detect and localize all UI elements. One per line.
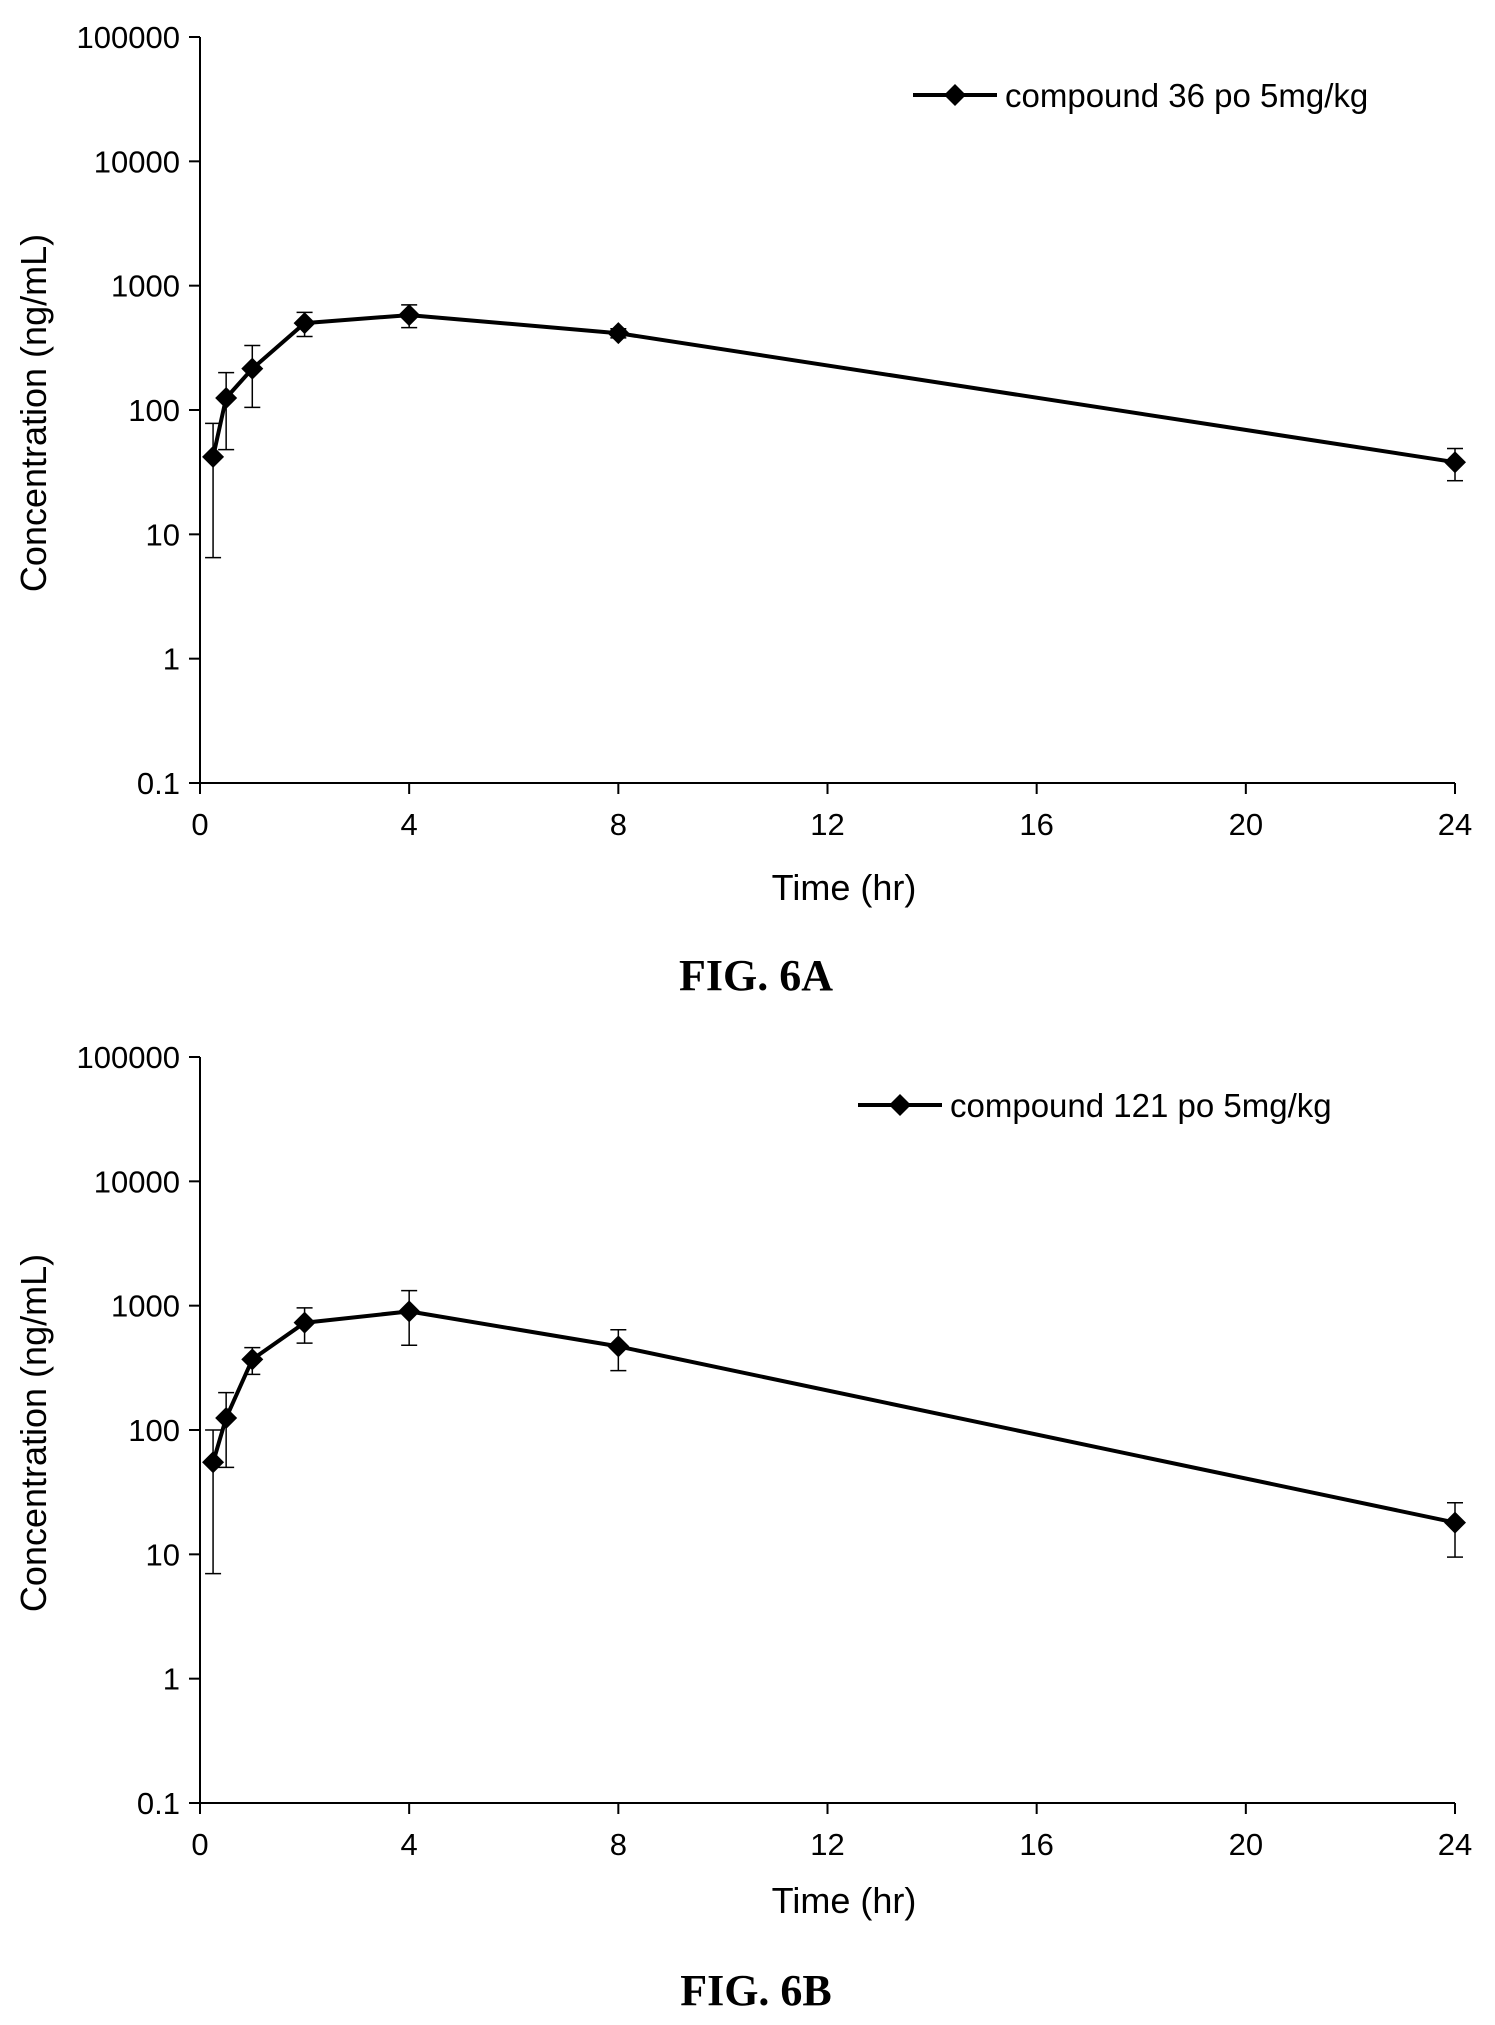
data-point-marker: [1444, 1511, 1466, 1534]
y-tick-label: 10000: [94, 144, 180, 179]
y-tick-label: 1: [163, 642, 180, 677]
chart-panel-6a: Concentration (ng/mL) Time (hr) compound…: [13, 20, 1472, 1000]
y-tick-label: 10: [146, 517, 180, 552]
x-tick-label: 4: [401, 1827, 418, 1862]
x-tick-label: 12: [810, 1827, 844, 1862]
chart-panel-6b: Concentration (ng/mL) Time (hr) compound…: [13, 1040, 1472, 2015]
y-tick-label: 10000: [94, 1164, 180, 1199]
data-point-marker: [1444, 451, 1466, 474]
y-tick-label: 100: [128, 393, 180, 428]
y-tick-label: 0.1: [137, 766, 180, 801]
data-point-marker: [241, 1348, 264, 1371]
x-tick-label: 16: [1019, 807, 1053, 842]
figure-caption: FIG. 6A: [679, 951, 833, 1000]
y-axis-label: Concentration (ng/mL): [13, 234, 54, 592]
data-point-marker: [215, 1406, 238, 1429]
x-tick-label: 8: [610, 1827, 627, 1862]
data-point-marker: [607, 322, 630, 345]
x-tick-label: 24: [1438, 807, 1472, 842]
y-tick-label: 1000: [111, 269, 180, 304]
x-tick-label: 0: [191, 807, 208, 842]
x-tick-label: 20: [1229, 1827, 1263, 1862]
x-tick-label: 8: [610, 807, 627, 842]
y-tick-label: 100000: [77, 1040, 180, 1075]
y-tick-label: 1000: [111, 1289, 180, 1324]
x-tick-label: 0: [191, 1827, 208, 1862]
legend-marker: [944, 84, 966, 106]
data-point-marker: [202, 445, 225, 468]
x-axis-label: Time (hr): [772, 867, 917, 908]
y-tick-label: 100: [128, 1413, 180, 1448]
y-tick-label: 100000: [77, 20, 180, 55]
x-tick-label: 16: [1019, 1827, 1053, 1862]
data-point-marker: [215, 386, 238, 409]
legend-label: compound 121 po 5mg/kg: [950, 1087, 1332, 1124]
data-point-marker: [398, 1300, 421, 1323]
data-point-marker: [293, 312, 316, 335]
x-tick-label: 12: [810, 807, 844, 842]
data-point-marker: [398, 304, 421, 327]
data-point-marker: [607, 1335, 630, 1358]
data-point-marker: [241, 357, 264, 380]
legend-marker: [889, 1094, 911, 1116]
y-tick-label: 0.1: [137, 1786, 180, 1821]
x-axis-label: Time (hr): [772, 1880, 917, 1921]
data-point-marker: [202, 1451, 225, 1474]
figure-caption: FIG. 6B: [680, 1966, 832, 2015]
y-tick-label: 1: [163, 1662, 180, 1697]
x-tick-label: 20: [1229, 807, 1263, 842]
y-axis-label: Concentration (ng/mL): [13, 1254, 54, 1612]
x-tick-label: 4: [401, 807, 418, 842]
y-tick-label: 10: [146, 1537, 180, 1572]
x-tick-label: 24: [1438, 1827, 1472, 1862]
legend-label: compound 36 po 5mg/kg: [1005, 77, 1368, 114]
data-point-marker: [293, 1311, 316, 1334]
